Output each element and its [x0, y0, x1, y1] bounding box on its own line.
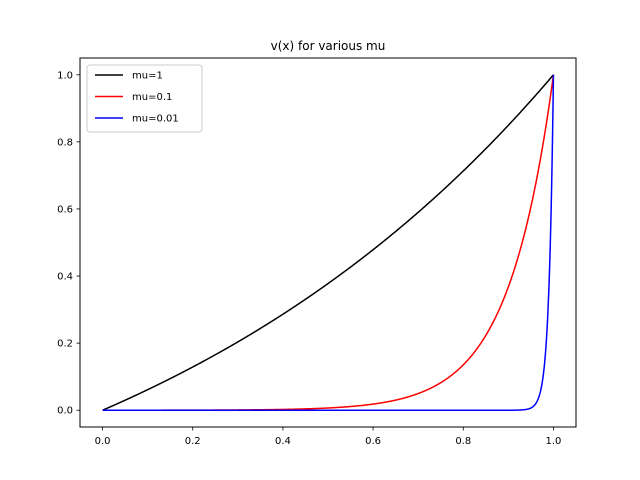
legend-label-0: mu=1 [132, 71, 163, 82]
legend-label-1: mu=0.1 [132, 92, 172, 103]
axes-frame [79, 57, 577, 428]
series-line-2 [102, 74, 555, 411]
y-tick-label: 1.0 [57, 70, 73, 81]
x-tick-label: 1.0 [546, 436, 562, 447]
x-tick-label: 0.6 [365, 436, 381, 447]
y-tick-label: 0.6 [57, 204, 73, 215]
chart-title: v(x) for various mu [271, 39, 386, 53]
x-axis: 0.0 0.2 0.4 0.6 0.8 1.0 [95, 427, 562, 447]
legend-box [86, 64, 203, 133]
legend: mu=1 mu=0.1 mu=0.01 [86, 64, 203, 133]
series-line-0 [102, 74, 555, 411]
y-axis: 0.0 0.2 0.4 0.6 0.8 1.0 [57, 70, 80, 417]
x-tick-label: 0.2 [185, 436, 201, 447]
y-tick-label: 0.4 [57, 272, 73, 283]
x-tick-label: 0.0 [95, 436, 111, 447]
x-tick-label: 0.8 [455, 436, 471, 447]
y-tick-label: 0.0 [57, 406, 73, 417]
legend-label-2: mu=0.01 [132, 114, 179, 125]
plot-lines [102, 74, 555, 411]
y-tick-label: 0.2 [57, 339, 73, 350]
x-tick-label: 0.4 [275, 436, 291, 447]
y-tick-label: 0.8 [57, 137, 73, 148]
